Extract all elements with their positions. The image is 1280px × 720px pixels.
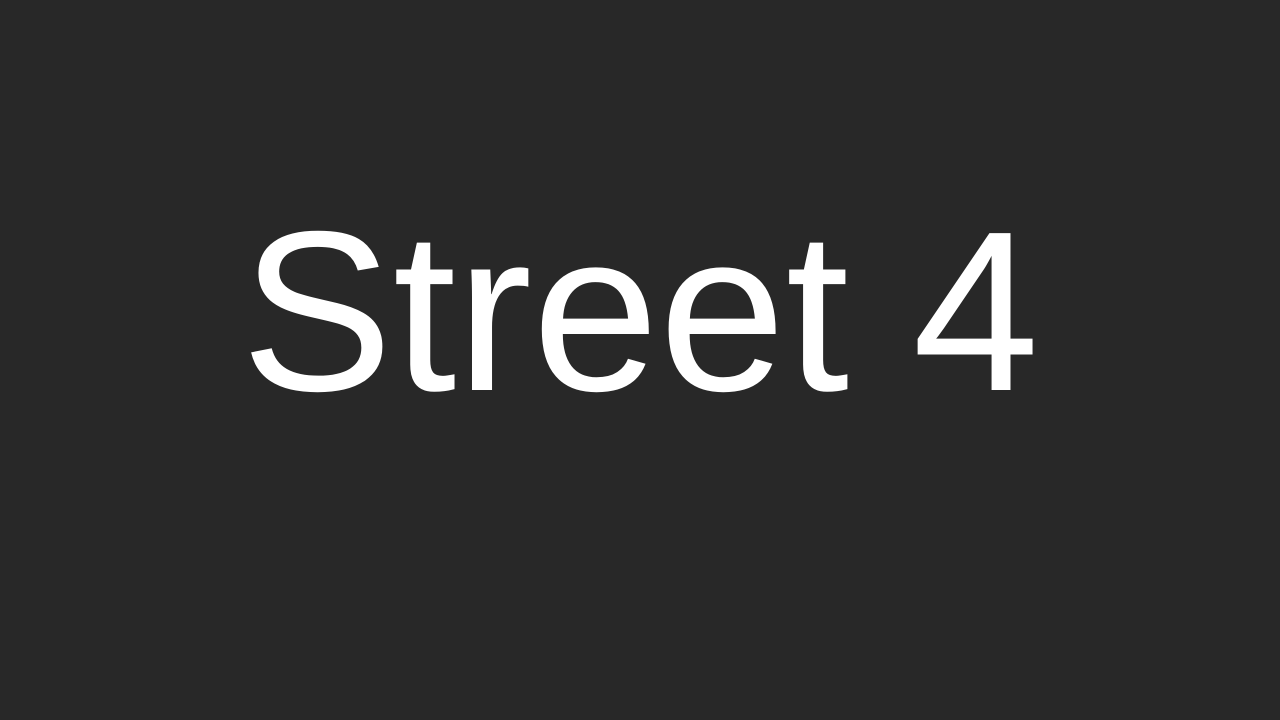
street-title: Street 4 <box>240 185 1040 439</box>
